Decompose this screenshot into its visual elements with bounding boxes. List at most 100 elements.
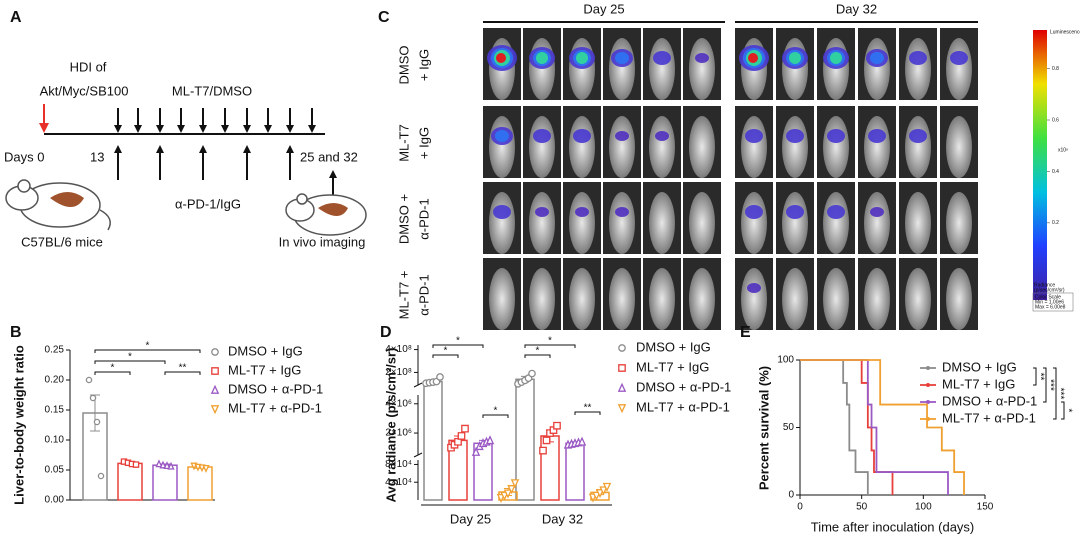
- point: [93, 418, 101, 426]
- point: [577, 436, 587, 446]
- legend-label: ML-T7 + IgG: [942, 376, 1015, 391]
- bar: [565, 442, 585, 501]
- point: [97, 472, 105, 480]
- treatment-text: ML-T7/DMSO: [172, 83, 252, 98]
- legend-marker: [926, 366, 930, 370]
- colorbar-scale: x10⁸: [1058, 147, 1068, 153]
- colorbar-tick-label: 0.6: [1052, 117, 1059, 123]
- significance-bracket: [94, 371, 131, 375]
- mouse-body: [609, 38, 635, 100]
- mouse-body: [489, 192, 515, 254]
- signal: [950, 51, 968, 65]
- significance-bracket: [524, 344, 576, 348]
- colorbar-tick-label: 0.4: [1052, 169, 1059, 175]
- y-tick-label: 4×10⁴: [385, 477, 412, 488]
- signal: [536, 52, 548, 64]
- signal: [653, 51, 671, 65]
- point: [539, 446, 547, 455]
- y-tick-label: 50: [783, 422, 795, 433]
- signal: [745, 205, 763, 219]
- legend-marker: [618, 344, 626, 352]
- mouse-body: [489, 116, 515, 178]
- bar: [152, 464, 178, 501]
- colorbar-title: Luminescence: [1050, 29, 1080, 35]
- mouse-body: [609, 116, 635, 178]
- panel-label: C: [378, 9, 390, 26]
- legend-marker: [211, 367, 219, 375]
- row-label: ML-T7: [396, 124, 411, 162]
- mouse-body: [905, 38, 931, 100]
- y-axis-label: Avg radiance (p/s/cm²/sr): [383, 348, 398, 503]
- legend-label: ML-T7 + IgG: [228, 362, 301, 377]
- row-label: α-PD-1: [416, 274, 431, 315]
- signal: [909, 51, 927, 65]
- significance-bracket: [432, 354, 459, 358]
- legend-label: ML-T7 + α-PD-1: [942, 410, 1036, 425]
- mouse-body: [905, 268, 931, 330]
- significance-label: **: [1034, 373, 1045, 381]
- row-label: + IgG: [416, 49, 431, 81]
- colorbar-tick-label: 0.8: [1052, 66, 1059, 72]
- bar: [423, 380, 443, 501]
- point: [89, 394, 97, 402]
- mouse-body: [741, 116, 767, 178]
- point: [599, 486, 608, 496]
- mouse-body: [864, 192, 890, 254]
- mouse-body: [946, 38, 972, 100]
- mouse-body: [741, 192, 767, 254]
- point: [202, 464, 210, 473]
- signal: [615, 207, 629, 217]
- point: [85, 376, 93, 384]
- signal: [868, 129, 886, 143]
- legend-marker: [926, 400, 930, 404]
- row-label: α-PD-1: [416, 198, 431, 239]
- survival-curve: [800, 359, 965, 495]
- x-tick-label: 0: [797, 502, 803, 513]
- signal: [615, 52, 629, 64]
- significance-label: *: [494, 406, 498, 417]
- point: [528, 369, 536, 378]
- mouse-body: [741, 268, 767, 330]
- mouse-body: [609, 268, 635, 330]
- legend-label: DMSO + IgG: [636, 339, 711, 354]
- point: [471, 446, 481, 456]
- panel-label: B: [10, 324, 22, 341]
- y-tick-label: 0.15: [45, 405, 65, 416]
- significance-bracket: [482, 414, 509, 418]
- imaging-label: In vivo imaging: [279, 234, 366, 249]
- point: [542, 436, 551, 445]
- point: [436, 373, 444, 381]
- mouse-label: C57BL/6 mice: [21, 234, 103, 249]
- mouse-body: [689, 192, 715, 254]
- row-label: DMSO +: [396, 194, 411, 244]
- point: [457, 432, 466, 440]
- row-label: ML-T7 +: [396, 271, 411, 320]
- signal: [495, 130, 509, 142]
- y-tick-label: 2×10⁶: [385, 428, 412, 439]
- mouse-body: [649, 192, 675, 254]
- colorbar-info: Color Scale: [1035, 294, 1061, 300]
- legend-label: ML-T7 + α-PD-1: [636, 399, 730, 414]
- y-tick-label: 2×10⁸: [385, 367, 412, 378]
- legend-marker: [210, 405, 220, 415]
- significance-label: **: [179, 363, 187, 374]
- legend-label: DMSO + α-PD-1: [942, 393, 1037, 408]
- bar: [187, 466, 213, 501]
- signal: [745, 129, 763, 143]
- mouse-body: [649, 116, 675, 178]
- legend-marker: [210, 384, 220, 394]
- y-tick-label: 0: [788, 490, 794, 501]
- panel-label: E: [740, 324, 751, 341]
- row-label: + IgG: [416, 127, 431, 159]
- mouse-body: [569, 268, 595, 330]
- mouse-body: [864, 38, 890, 100]
- axis-break: [413, 452, 423, 458]
- signal: [830, 52, 842, 64]
- y-tick-label: 8×10⁴: [385, 459, 412, 470]
- x-tick-label: 150: [977, 502, 994, 513]
- injection-text: HDI of: [70, 59, 107, 74]
- significance-label: *: [1062, 409, 1073, 413]
- mouse-body: [529, 116, 555, 178]
- point: [132, 461, 140, 468]
